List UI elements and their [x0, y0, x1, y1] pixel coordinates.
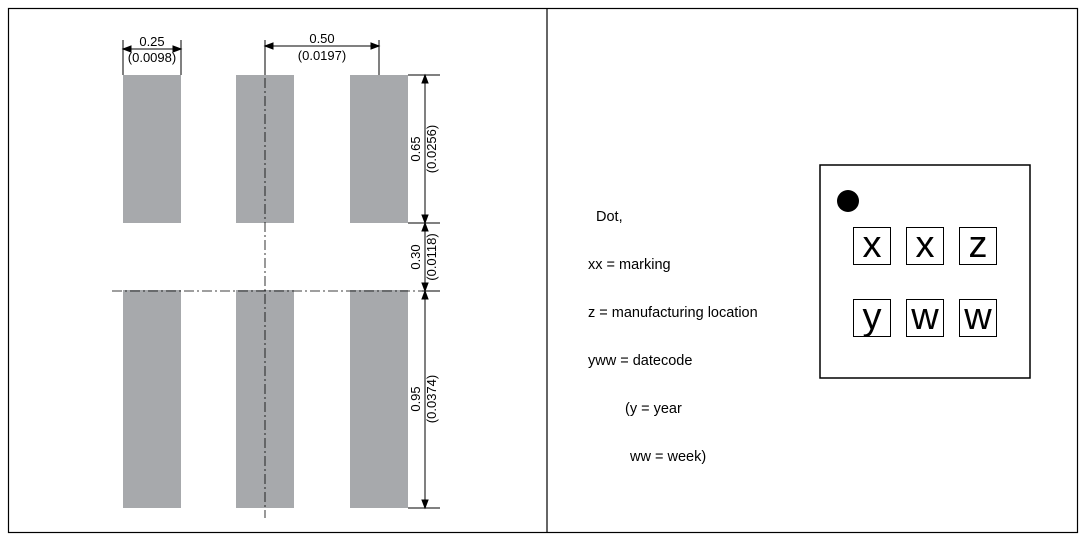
pad-width-dimension	[121, 40, 183, 75]
pitch-mm: 0.50	[309, 31, 334, 46]
bottom-pad-length-mm: 0.95	[408, 386, 423, 411]
pads	[123, 75, 408, 508]
pad-bottom-1	[123, 290, 181, 508]
legend-marking: xx = marking	[588, 257, 671, 273]
mark-char-5: w	[906, 298, 944, 337]
pad-top-3	[350, 75, 408, 223]
package-outline	[819, 164, 1031, 379]
mark-char-3: z	[959, 226, 997, 265]
legend-datecode: yww = datecode	[588, 353, 693, 369]
legend-dot: Dot,	[596, 209, 623, 225]
top-pad-length-in: (0.0256)	[424, 125, 439, 173]
mark-char-4: y	[853, 298, 891, 337]
pad-width-in: (0.0098)	[128, 50, 176, 65]
mark-char-2: x	[906, 226, 944, 265]
legend-week: ww = week)	[630, 449, 707, 465]
mark-char-6: w	[959, 298, 997, 337]
bottom-pad-length-in: (0.0374)	[424, 375, 439, 423]
gap-mm: 0.30	[408, 244, 423, 269]
mark-char-1: x	[853, 226, 891, 265]
pin1-dot	[837, 190, 859, 212]
vertical-dimensions	[408, 73, 440, 510]
outer-frame	[7, 7, 1079, 534]
pad-bottom-3	[350, 290, 408, 508]
legend-year: (y = year	[625, 401, 682, 417]
pad-top-1	[123, 75, 181, 223]
pitch-dimension	[263, 40, 381, 75]
legend-location: z = manufacturing location	[588, 305, 758, 321]
marking-legend: Dot, xx = marking z = manufacturing loca…	[588, 177, 758, 481]
top-pad-length-mm: 0.65	[408, 136, 423, 161]
pad-width-mm: 0.25	[139, 34, 164, 49]
gap-in: (0.0118)	[424, 233, 439, 280]
pitch-in: (0.0197)	[298, 48, 346, 63]
